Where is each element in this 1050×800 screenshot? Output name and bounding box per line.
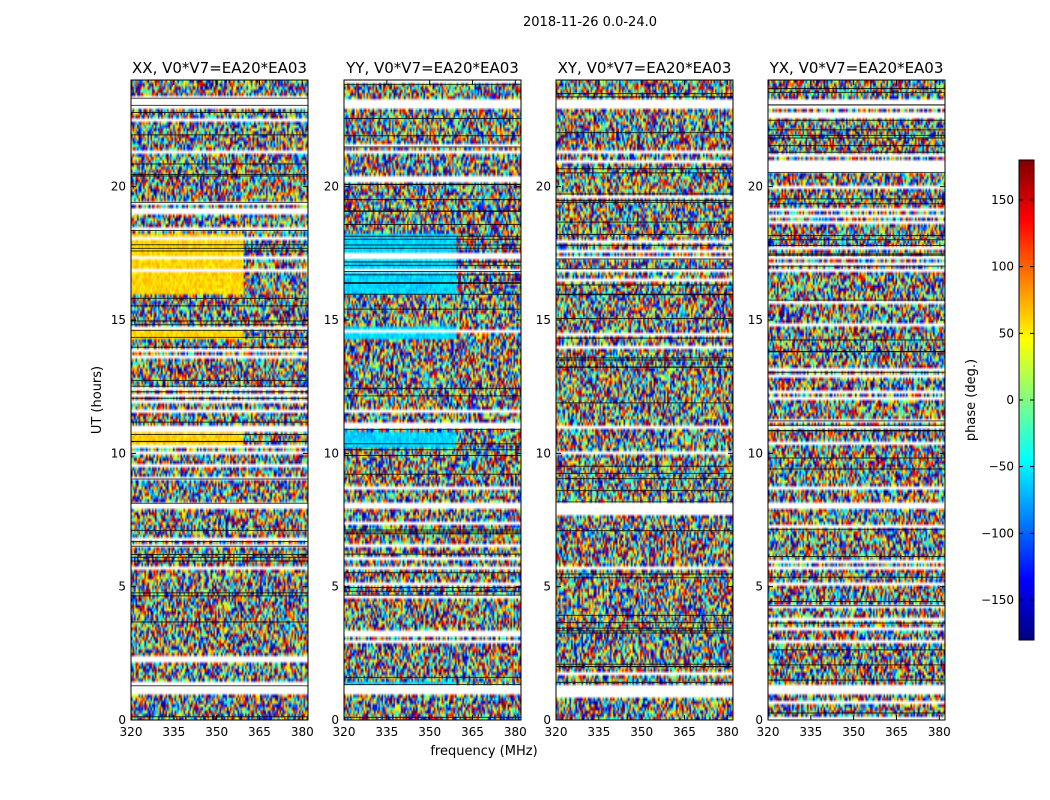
x-tick-label: 320 <box>333 725 356 739</box>
y-tick-label: 5 <box>331 580 339 594</box>
y-tick-label: 0 <box>118 713 126 727</box>
y-tick-label: 0 <box>543 713 551 727</box>
x-tick-label: 320 <box>757 725 780 739</box>
x-tick-label: 380 <box>928 725 951 739</box>
x-tick-label: 380 <box>716 725 739 739</box>
y-tick-label: 5 <box>755 580 763 594</box>
x-tick-label: 335 <box>162 725 185 739</box>
colorbar-tick-label: −50 <box>989 460 1014 474</box>
colorbar-tick-label: 0 <box>1006 393 1014 407</box>
y-tick-label: 10 <box>748 446 763 460</box>
y-tick-label: 20 <box>536 180 551 194</box>
panel-frame <box>343 79 522 721</box>
phase-raster <box>556 80 733 720</box>
panel-frame <box>130 79 309 721</box>
panel-frame <box>555 79 734 721</box>
x-tick-label: 365 <box>248 725 271 739</box>
phase-raster <box>768 80 945 720</box>
y-tick-label: 20 <box>111 180 126 194</box>
colorbar: 150 100 50 0 −50 −100 −150 <box>981 159 1035 641</box>
x-tick-label: 365 <box>461 725 484 739</box>
x-tick-label: 350 <box>842 725 865 739</box>
panel-title: XX, V0*V7=EA20*EA03 <box>132 59 307 77</box>
y-tick-label: 10 <box>324 446 339 460</box>
panel-title: XY, V0*V7=EA20*EA03 <box>558 59 732 77</box>
x-tick-label: 365 <box>885 725 908 739</box>
colorbar-label: phase (deg.) <box>964 359 979 441</box>
y-tick-label: 15 <box>748 313 763 327</box>
panel-1: XX, V0*V7=EA20*EA03 320 335 350 365 380 0 5 10 15… <box>111 59 314 739</box>
y-tick-label: 15 <box>111 313 126 327</box>
panel-3: XY, V0*V7=EA20*EA03 320 335 350 365 380 0 5 10 15… <box>536 59 739 739</box>
colorbar-tick-label: −150 <box>981 593 1014 607</box>
x-tick-label: 350 <box>630 725 653 739</box>
y-tick-label: 10 <box>536 446 551 460</box>
x-tick-label: 350 <box>418 725 441 739</box>
x-tick-label: 350 <box>205 725 228 739</box>
panel-frame <box>767 79 946 721</box>
x-tick-label: 380 <box>291 725 314 739</box>
colorbar-tick-label: 100 <box>991 260 1014 274</box>
y-tick-label: 20 <box>748 180 763 194</box>
x-tick-label: 335 <box>587 725 610 739</box>
y-tick-label: 20 <box>324 180 339 194</box>
x-axis-label: frequency (MHz) <box>430 744 537 759</box>
colorbar-tick-label: −100 <box>981 526 1014 540</box>
x-tick-label: 365 <box>673 725 696 739</box>
x-tick-label: 320 <box>545 725 568 739</box>
colorbar-tick-label: 50 <box>999 326 1014 340</box>
y-tick-label: 0 <box>755 713 763 727</box>
y-tick-label: 10 <box>111 446 126 460</box>
phase-raster <box>344 80 521 720</box>
x-tick-label: 380 <box>504 725 527 739</box>
panel-title: YX, V0*V7=EA20*EA03 <box>769 59 944 77</box>
y-tick-label: 15 <box>536 313 551 327</box>
x-tick-label: 335 <box>375 725 398 739</box>
panels-group: XX, V0*V7=EA20*EA03 320 335 350 365 380 0 5 10 15… <box>111 59 951 739</box>
x-tick-label: 335 <box>799 725 822 739</box>
x-tick-label: 320 <box>120 725 143 739</box>
y-tick-label: 5 <box>118 580 126 594</box>
y-tick-label: 5 <box>543 580 551 594</box>
panel-2: YY, V0*V7=EA20*EA03 320 335 350 365 380 0 5 10 15… <box>324 59 527 739</box>
colorbar-tick-label: 150 <box>991 193 1014 207</box>
y-tick-label: 0 <box>331 713 339 727</box>
phase-raster <box>131 80 308 720</box>
panel-title: YY, V0*V7=EA20*EA03 <box>345 59 519 77</box>
figure-suptitle: 2018-11-26 0.0-24.0 <box>523 15 657 30</box>
y-tick-label: 15 <box>324 313 339 327</box>
y-axis-label: UT (hours) <box>90 366 105 434</box>
panel-4: YX, V0*V7=EA20*EA03 320 335 350 365 380 0 5 10 15… <box>748 59 951 739</box>
